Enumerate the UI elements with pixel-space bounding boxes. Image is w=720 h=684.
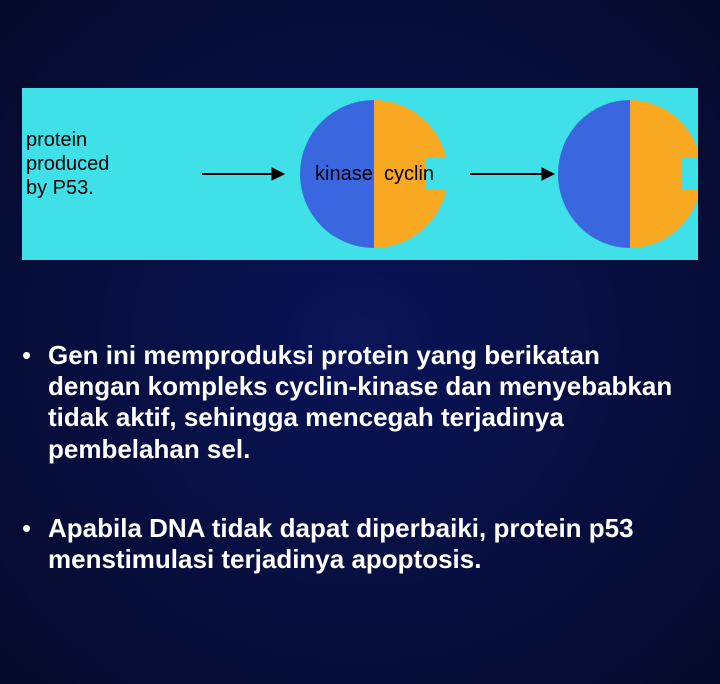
diagram: protein produced by P53. kinase cyclin bbox=[22, 88, 698, 260]
label-cyclin: cyclin bbox=[384, 162, 434, 186]
bullet-text: Gen ini memproduksi protein yang berikat… bbox=[48, 340, 680, 465]
diagram-left-line1: protein bbox=[26, 129, 87, 151]
arrow-1 bbox=[202, 168, 284, 180]
arrow-2 bbox=[470, 168, 554, 180]
bullet-text: Apabila DNA tidak dapat diperbaiki, prot… bbox=[48, 513, 680, 575]
diagram-left-line2: produced bbox=[26, 153, 109, 175]
slide: protein produced by P53. kinase cyclin •… bbox=[0, 0, 720, 684]
shape-crescent bbox=[108, 100, 182, 248]
bullet-item: • Apabila DNA tidak dapat diperbaiki, pr… bbox=[22, 513, 680, 575]
diagram-left-line3: by P53. bbox=[26, 177, 94, 199]
bullet-list: • Gen ini memproduksi protein yang berik… bbox=[22, 340, 680, 623]
bullet-dot: • bbox=[22, 513, 48, 575]
label-kinase: kinase bbox=[315, 162, 373, 186]
shape-complex bbox=[558, 100, 698, 248]
diagram-left-label: protein produced by P53. bbox=[26, 128, 109, 200]
bullet-item: • Gen ini memproduksi protein yang berik… bbox=[22, 340, 680, 465]
bullet-dot: • bbox=[22, 340, 48, 465]
